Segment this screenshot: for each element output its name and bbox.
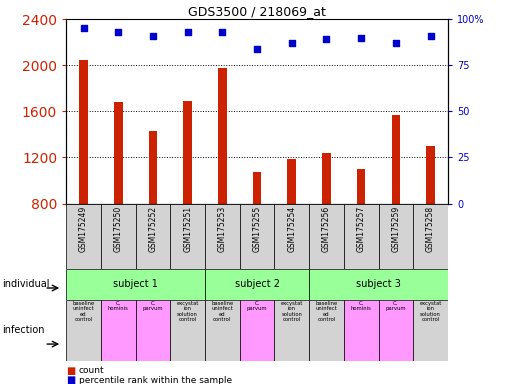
Text: excystat
ion
solution
control: excystat ion solution control <box>280 301 303 322</box>
Bar <box>240 300 274 361</box>
Point <box>427 33 435 39</box>
Bar <box>344 300 379 361</box>
Text: GSM175258: GSM175258 <box>426 205 435 252</box>
Bar <box>252 172 262 204</box>
Bar <box>135 300 171 361</box>
Bar <box>379 204 413 269</box>
Point <box>149 33 157 39</box>
Text: C.
parvum: C. parvum <box>247 301 267 311</box>
Text: GSM175251: GSM175251 <box>183 205 192 252</box>
Bar <box>171 300 205 361</box>
Bar <box>205 204 240 269</box>
Bar <box>309 269 448 300</box>
Bar <box>66 269 205 300</box>
Point <box>253 46 261 52</box>
Point <box>392 40 400 46</box>
Bar <box>309 300 344 361</box>
Text: C.
parvum: C. parvum <box>143 301 163 311</box>
Point <box>218 29 227 35</box>
Bar <box>413 300 448 361</box>
Text: GSM175255: GSM175255 <box>252 205 262 252</box>
Text: infection: infection <box>3 325 45 335</box>
Point <box>79 25 88 31</box>
Text: GSM175253: GSM175253 <box>218 205 227 252</box>
Bar <box>322 153 331 204</box>
Bar <box>205 300 240 361</box>
Text: C.
parvum: C. parvum <box>385 301 406 311</box>
Bar <box>135 204 171 269</box>
Text: GSM175256: GSM175256 <box>322 205 331 252</box>
Title: GDS3500 / 218069_at: GDS3500 / 218069_at <box>188 5 326 18</box>
Bar <box>205 269 309 300</box>
Bar <box>274 204 309 269</box>
Text: GSM175259: GSM175259 <box>391 205 401 252</box>
Bar <box>218 68 227 204</box>
Bar <box>171 204 205 269</box>
Point <box>322 36 330 43</box>
Text: baseline
uninfect
ed
control: baseline uninfect ed control <box>72 301 95 322</box>
Text: C.
hominis: C. hominis <box>108 301 129 311</box>
Bar <box>79 60 88 204</box>
Text: GSM175257: GSM175257 <box>357 205 365 252</box>
Point <box>184 29 192 35</box>
Bar <box>149 131 157 204</box>
Bar <box>344 204 379 269</box>
Text: ■: ■ <box>66 375 75 384</box>
Text: subject 2: subject 2 <box>235 279 279 289</box>
Bar <box>288 159 296 204</box>
Bar <box>274 300 309 361</box>
Text: subject 3: subject 3 <box>356 279 401 289</box>
Bar <box>183 101 192 204</box>
Text: subject 1: subject 1 <box>113 279 158 289</box>
Bar <box>66 204 101 269</box>
Point <box>288 40 296 46</box>
Text: baseline
uninfect
ed
control: baseline uninfect ed control <box>211 301 234 322</box>
Text: GSM175252: GSM175252 <box>149 205 157 252</box>
Bar <box>379 300 413 361</box>
Bar <box>309 204 344 269</box>
Text: GSM175249: GSM175249 <box>79 205 88 252</box>
Bar <box>240 204 274 269</box>
Text: GSM175254: GSM175254 <box>287 205 296 252</box>
Text: GSM175250: GSM175250 <box>114 205 123 252</box>
Bar <box>101 204 135 269</box>
Text: baseline
uninfect
ed
control: baseline uninfect ed control <box>316 301 337 322</box>
Bar <box>357 169 365 204</box>
Bar <box>101 300 135 361</box>
Text: individual: individual <box>3 279 50 289</box>
Text: C.
hominis: C. hominis <box>351 301 372 311</box>
Bar <box>413 204 448 269</box>
Bar <box>114 102 123 204</box>
Text: count: count <box>79 366 104 375</box>
Text: excystat
ion
solution
control: excystat ion solution control <box>419 301 442 322</box>
Text: ■: ■ <box>66 366 75 376</box>
Bar <box>391 115 400 204</box>
Bar <box>66 300 101 361</box>
Point <box>114 29 122 35</box>
Text: excystat
ion
solution
control: excystat ion solution control <box>177 301 199 322</box>
Bar <box>426 146 435 204</box>
Text: percentile rank within the sample: percentile rank within the sample <box>79 376 232 384</box>
Point <box>357 35 365 41</box>
